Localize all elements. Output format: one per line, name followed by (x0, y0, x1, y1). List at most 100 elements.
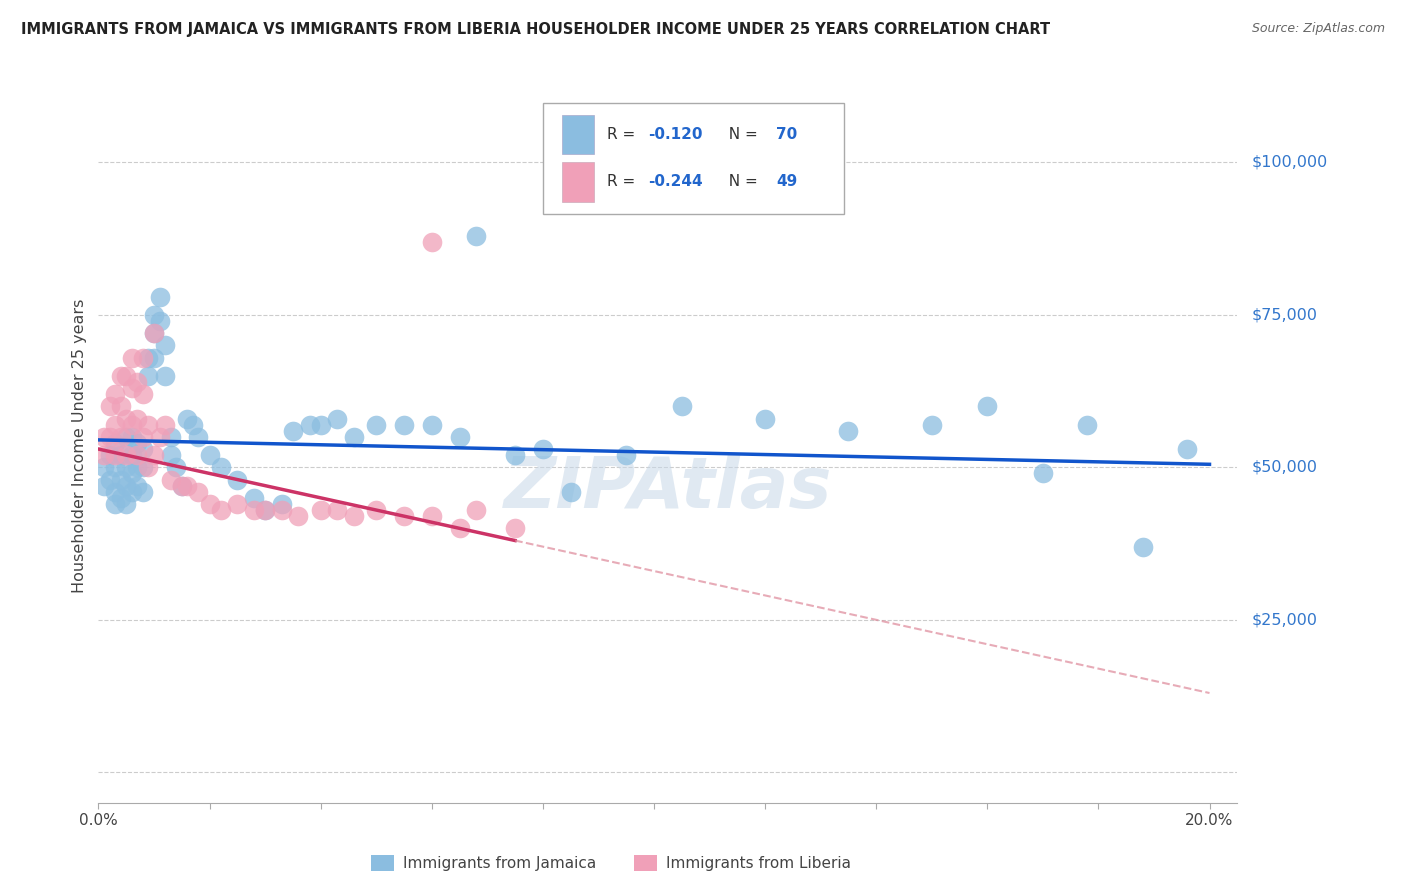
Point (127, 448, 149, 462)
Point (115, 460, 138, 475)
Point (187, 430, 209, 444)
Point (132, 387, 155, 401)
Point (176, 478, 198, 492)
Point (243, 491, 266, 505)
Point (226, 497, 249, 511)
Point (560, 484, 582, 499)
Point (121, 484, 143, 499)
Point (465, 503, 488, 517)
Point (121, 448, 143, 462)
Point (148, 430, 170, 444)
Point (148, 314, 170, 328)
Point (343, 509, 366, 524)
Point (127, 460, 149, 475)
Point (503, 521, 526, 535)
Point (159, 430, 181, 444)
Y-axis label: Householder Income Under 25 years: Householder Income Under 25 years (72, 299, 87, 593)
Point (115, 411, 138, 425)
Point (143, 308, 166, 322)
Text: R =: R = (607, 127, 641, 142)
Point (93, 460, 115, 475)
Point (366, 503, 388, 517)
Point (132, 351, 155, 365)
Text: 49: 49 (776, 175, 797, 189)
Text: N =: N = (718, 175, 762, 189)
Point (98, 430, 121, 444)
Point (121, 417, 143, 432)
Point (132, 484, 155, 499)
Point (104, 448, 127, 462)
Point (976, 400, 998, 414)
Point (93, 478, 115, 492)
Point (420, 235, 443, 249)
Point (110, 473, 132, 487)
Point (209, 503, 232, 517)
Point (531, 442, 554, 456)
Point (392, 417, 415, 432)
Point (159, 473, 181, 487)
Point (98, 448, 121, 462)
Point (143, 326, 166, 341)
Point (287, 509, 309, 524)
Point (143, 326, 166, 341)
Point (153, 417, 176, 432)
Text: 70: 70 (776, 127, 797, 142)
Point (104, 417, 127, 432)
Point (671, 400, 693, 414)
Point (127, 478, 149, 492)
Point (93, 448, 115, 462)
Point (449, 521, 471, 535)
FancyBboxPatch shape (543, 103, 845, 214)
Point (503, 448, 526, 462)
Point (104, 460, 127, 475)
Legend: Immigrants from Jamaica, Immigrants from Liberia: Immigrants from Jamaica, Immigrants from… (364, 849, 858, 877)
Point (420, 509, 443, 524)
Point (138, 417, 160, 432)
Point (209, 460, 232, 475)
Point (121, 351, 143, 365)
Point (132, 460, 155, 475)
Point (104, 387, 127, 401)
Point (98, 400, 121, 414)
Point (104, 436, 127, 450)
Text: $75,000: $75,000 (1251, 308, 1317, 322)
Point (148, 289, 170, 303)
Point (420, 417, 443, 432)
Text: Source: ZipAtlas.com: Source: ZipAtlas.com (1251, 22, 1385, 36)
Point (309, 417, 332, 432)
Point (1076, 417, 1098, 432)
Point (343, 430, 366, 444)
Point (465, 228, 488, 243)
Point (110, 368, 132, 383)
Point (121, 381, 143, 395)
Point (104, 484, 127, 499)
Point (153, 338, 176, 352)
Point (281, 424, 304, 438)
Point (254, 503, 277, 517)
Point (110, 430, 132, 444)
Point (121, 430, 143, 444)
Point (115, 448, 138, 462)
Point (138, 368, 160, 383)
Point (366, 417, 388, 432)
Text: N =: N = (718, 127, 762, 142)
Point (138, 460, 160, 475)
Text: $50,000: $50,000 (1251, 460, 1317, 475)
Point (754, 411, 776, 425)
Bar (562, 114, 593, 153)
Point (138, 351, 160, 365)
Point (115, 430, 138, 444)
Point (270, 497, 292, 511)
Point (110, 448, 132, 462)
Point (127, 436, 149, 450)
Bar (562, 162, 593, 202)
Point (298, 417, 321, 432)
Point (176, 411, 198, 425)
Point (309, 503, 332, 517)
Text: ZIPAtlas: ZIPAtlas (503, 454, 832, 524)
Text: -0.120: -0.120 (648, 127, 703, 142)
Point (1032, 467, 1054, 481)
Text: IMMIGRANTS FROM JAMAICA VS IMMIGRANTS FROM LIBERIA HOUSEHOLDER INCOME UNDER 25 Y: IMMIGRANTS FROM JAMAICA VS IMMIGRANTS FR… (21, 22, 1050, 37)
Point (198, 497, 221, 511)
Point (170, 478, 193, 492)
